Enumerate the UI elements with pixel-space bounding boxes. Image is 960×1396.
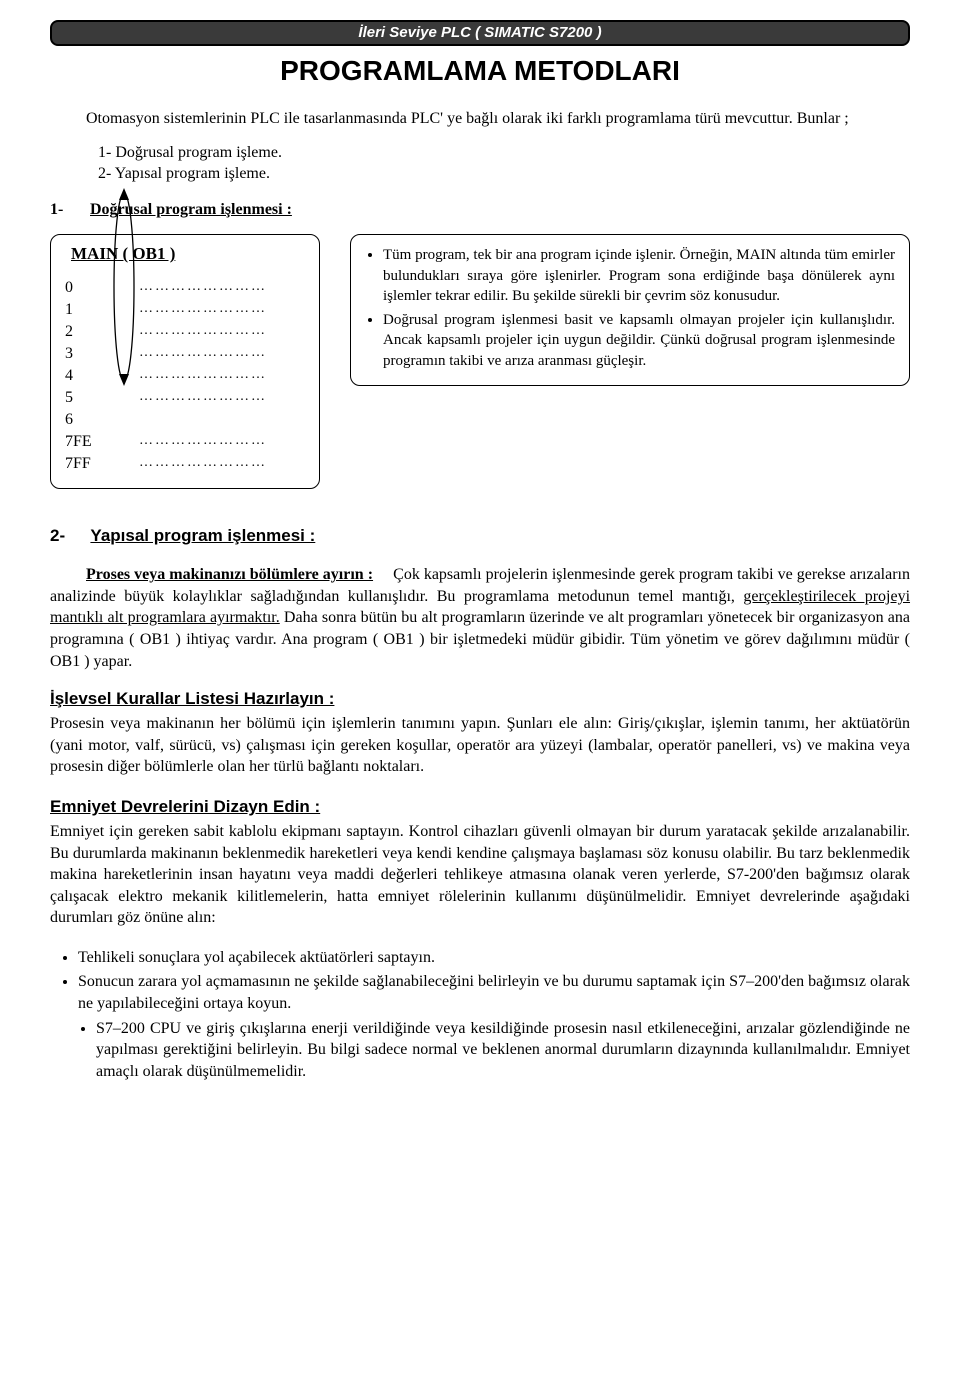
section2-title: Yapısal program işlenmesi : bbox=[90, 526, 315, 545]
mem-dots: …………………… bbox=[139, 344, 305, 363]
section1-num: 1- bbox=[50, 199, 86, 221]
section2-heading: 2- Yapısal program işlenmesi : bbox=[50, 525, 910, 548]
mem-addr: 3 bbox=[65, 343, 109, 365]
intro-paragraph: Otomasyon sistemlerinin PLC ile tasarlan… bbox=[50, 108, 910, 130]
section1-heading: 1- Doğrusal program işlenmesi : bbox=[50, 199, 910, 221]
safety-design-body: Emniyet için gereken sabit kablolu ekipm… bbox=[50, 821, 910, 929]
section2-p1-lead: Proses veya makinanızı bölümlere ayırın … bbox=[86, 566, 373, 583]
info-bullet-2: Doğrusal program işlenmesi basit ve kaps… bbox=[383, 310, 895, 371]
safety-bullet-3: S7–200 CPU ve giriş çıkışlarına enerji v… bbox=[96, 1018, 910, 1083]
header-banner: İleri Seviye PLC ( SIMATIC S7200 ) bbox=[50, 20, 910, 46]
page-title: PROGRAMLAMA METODLARI bbox=[50, 52, 910, 90]
mem-dots: …………………… bbox=[139, 300, 305, 319]
loop-arrow-icon bbox=[110, 188, 138, 386]
functional-rules-body: Prosesin veya makinanın her bölümü için … bbox=[50, 713, 910, 778]
mem-dots: …………………… bbox=[139, 432, 305, 451]
subhead-safety-design: Emniyet Devrelerini Dizayn Edin : bbox=[50, 796, 910, 819]
mem-dots: …………………… bbox=[139, 366, 305, 385]
mem-addr: 7FF bbox=[65, 453, 109, 475]
safety-bullets: Tehlikeli sonuçlara yol açabilecek aktüa… bbox=[78, 947, 910, 1083]
section2-num: 2- bbox=[50, 525, 86, 548]
mem-dots: …………………… bbox=[139, 278, 305, 297]
type-item-1: 1- Doğrusal program işleme. bbox=[98, 142, 910, 164]
main-ob1-title: MAIN ( OB1 ) bbox=[71, 243, 305, 266]
mem-dots: …………………… bbox=[139, 454, 305, 473]
main-ob1-box: MAIN ( OB1 ) 0 …………………… 1 …………………… 2 ……………… bbox=[50, 234, 320, 489]
mem-addr: 1 bbox=[65, 299, 109, 321]
type-item-2: 2- Yapısal program işleme. bbox=[98, 163, 910, 185]
mem-addr: 6 bbox=[65, 409, 109, 431]
memory-rows: 0 …………………… 1 …………………… 2 …………………… 3 ……………………… bbox=[65, 276, 305, 474]
safety-bullet-2: Sonucun zarara yol açmamasının ne şekild… bbox=[78, 971, 910, 1014]
mem-addr: 5 bbox=[65, 387, 109, 409]
section1-twocol: MAIN ( OB1 ) 0 …………………… 1 …………………… 2 ……………… bbox=[50, 234, 910, 489]
info-bullet-1: Tüm program, tek bir ana program içinde … bbox=[383, 245, 895, 306]
subhead-functional-rules: İşlevsel Kurallar Listesi Hazırlayın : bbox=[50, 688, 910, 711]
section2-p1: Proses veya makinanızı bölümlere ayırın … bbox=[50, 564, 910, 672]
mem-dots: …………………… bbox=[139, 388, 305, 407]
mem-dots: …………………… bbox=[139, 322, 305, 341]
mem-addr: 0 bbox=[65, 277, 109, 299]
mem-addr: 7FE bbox=[65, 431, 109, 453]
safety-bullet-1: Tehlikeli sonuçlara yol açabilecek aktüa… bbox=[78, 947, 910, 969]
mem-addr: 4 bbox=[65, 365, 109, 387]
section1-info-box: Tüm program, tek bir ana program içinde … bbox=[350, 234, 910, 386]
type-list: 1- Doğrusal program işleme. 2- Yapısal p… bbox=[98, 142, 910, 185]
mem-addr: 2 bbox=[65, 321, 109, 343]
loop-svg-col bbox=[109, 188, 139, 386]
